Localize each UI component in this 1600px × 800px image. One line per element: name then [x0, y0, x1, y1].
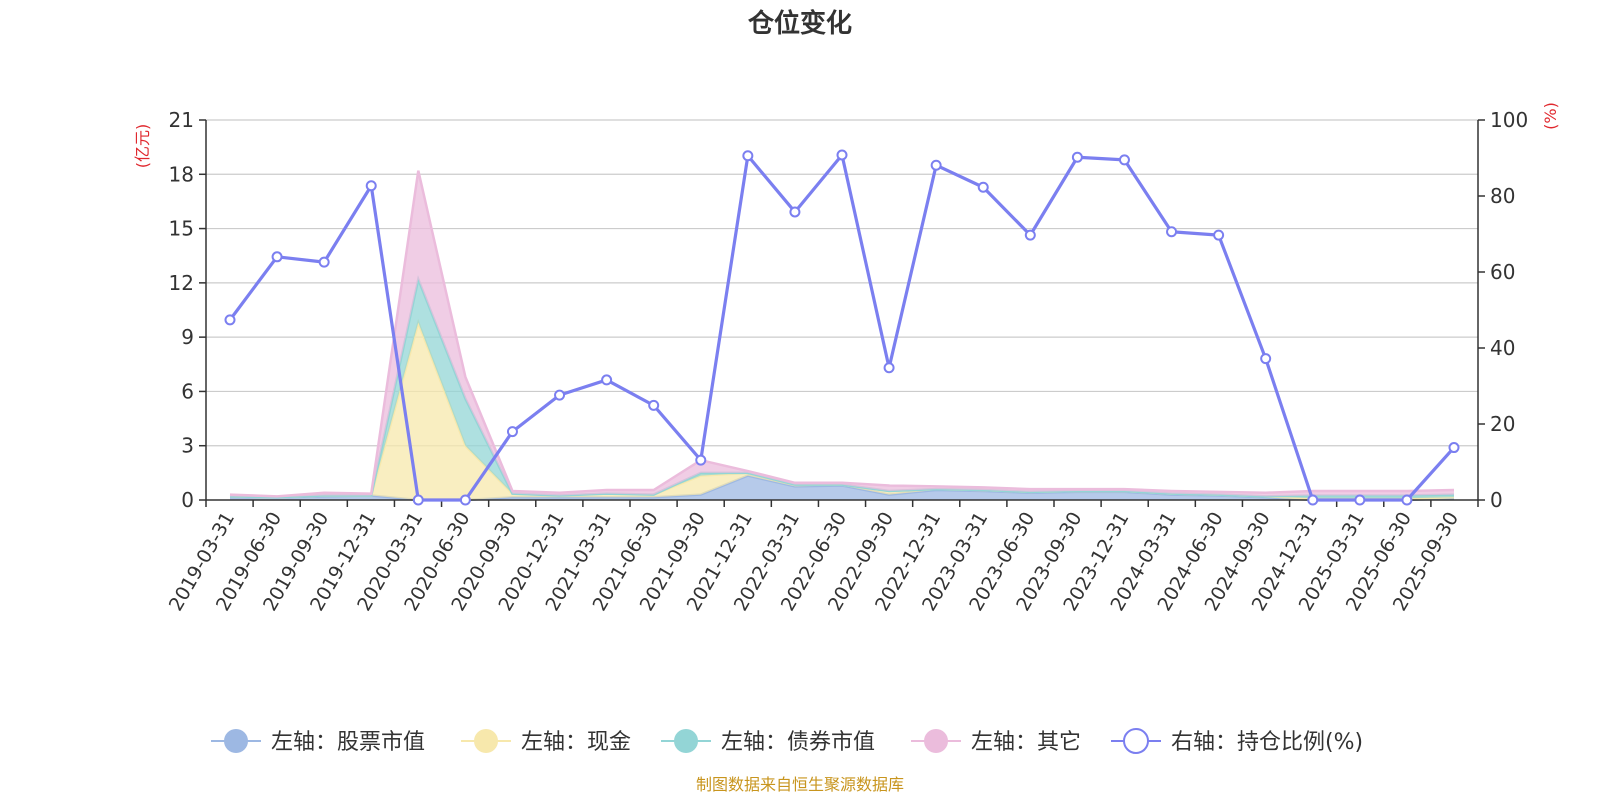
left-tick-label: 6: [181, 379, 194, 403]
ratio-point[interactable]: [1166, 226, 1178, 238]
area--edge: [229, 170, 1455, 498]
ratio-point[interactable]: [1260, 353, 1272, 365]
legend-item-1[interactable]: 左轴：现金: [461, 729, 631, 755]
legend-label: 左轴：股票市值: [271, 730, 425, 755]
left-tick-label: 3: [181, 434, 194, 458]
ratio-point[interactable]: [506, 426, 518, 438]
ratio-point[interactable]: [930, 159, 942, 171]
left-axis-ticks: 0 3 6 9 12 15 18 21: [169, 108, 206, 512]
left-tick-label: 12: [169, 271, 194, 295]
right-tick-label: 40: [1490, 336, 1515, 360]
stacked-areas: [229, 170, 1455, 502]
ratio-point[interactable]: [789, 206, 801, 218]
legend-item-2[interactable]: 左轴：债券市值: [661, 729, 875, 755]
ratio-point[interactable]: [695, 454, 707, 466]
legend-label: 左轴：现金: [521, 730, 631, 755]
ratio-point[interactable]: [1307, 494, 1319, 506]
right-tick-label: 100: [1490, 108, 1528, 132]
ratio-point[interactable]: [742, 150, 754, 162]
legend-swatch-marker: [674, 729, 698, 753]
legend-item-0[interactable]: 左轴：股票市值: [211, 729, 425, 755]
right-tick-label: 80: [1490, 184, 1515, 208]
ratio-point[interactable]: [1213, 229, 1225, 241]
ratio-point[interactable]: [977, 181, 989, 193]
left-tick-label: 21: [169, 108, 194, 132]
ratio-point[interactable]: [1354, 494, 1366, 506]
ratio-point[interactable]: [365, 180, 377, 192]
ratio-point[interactable]: [883, 362, 895, 374]
ratio-point[interactable]: [1401, 494, 1413, 506]
legend-swatch-marker: [924, 729, 948, 753]
ratio-point[interactable]: [1024, 229, 1036, 241]
legend[interactable]: 左轴：股票市值 左轴：现金 左轴：债券市值 左轴：其它 右轴：持仓比例(%): [211, 728, 1363, 755]
legend-label: 右轴：持仓比例(%): [1171, 730, 1363, 755]
ratio-point[interactable]: [601, 374, 613, 386]
ratio-line-series: [224, 149, 1460, 506]
chart-title: 仓位变化: [747, 8, 852, 39]
left-axis-unit: (亿元): [133, 124, 152, 169]
ratio-point[interactable]: [1448, 442, 1460, 454]
left-tick-label: 9: [181, 325, 194, 349]
ratio-point[interactable]: [554, 389, 566, 401]
right-tick-label: 20: [1490, 412, 1515, 436]
ratio-point[interactable]: [648, 399, 660, 411]
legend-item-4[interactable]: 右轴：持仓比例(%): [1111, 728, 1363, 755]
legend-swatch-marker: [474, 729, 498, 753]
legend-swatch-marker: [1123, 728, 1149, 754]
ratio-point[interactable]: [271, 251, 283, 263]
ratio-point[interactable]: [1118, 154, 1130, 166]
source-note: 制图数据来自恒生聚源数据库: [696, 775, 904, 794]
left-tick-label: 15: [169, 217, 194, 241]
right-axis-unit: (%): [1541, 102, 1560, 130]
right-axis-ticks: 0 20 40 60 80 100: [1478, 108, 1528, 512]
ratio-point[interactable]: [459, 494, 471, 506]
ratio-point[interactable]: [412, 494, 424, 506]
legend-label: 左轴：债券市值: [721, 730, 875, 755]
x-axis-ticks: 2019-03-312019-06-302019-09-302019-12-31…: [165, 500, 1479, 615]
left-tick-label: 0: [181, 488, 194, 512]
ratio-point[interactable]: [318, 256, 330, 268]
right-tick-label: 60: [1490, 260, 1515, 284]
right-tick-label: 0: [1490, 488, 1503, 512]
left-tick-label: 18: [169, 162, 194, 186]
legend-item-3[interactable]: 左轴：其它: [911, 729, 1081, 755]
ratio-point[interactable]: [1071, 151, 1083, 163]
ratio-point[interactable]: [224, 314, 236, 326]
legend-label: 左轴：其它: [971, 730, 1081, 755]
legend-swatch-marker: [224, 729, 248, 753]
ratio-point[interactable]: [836, 149, 848, 161]
